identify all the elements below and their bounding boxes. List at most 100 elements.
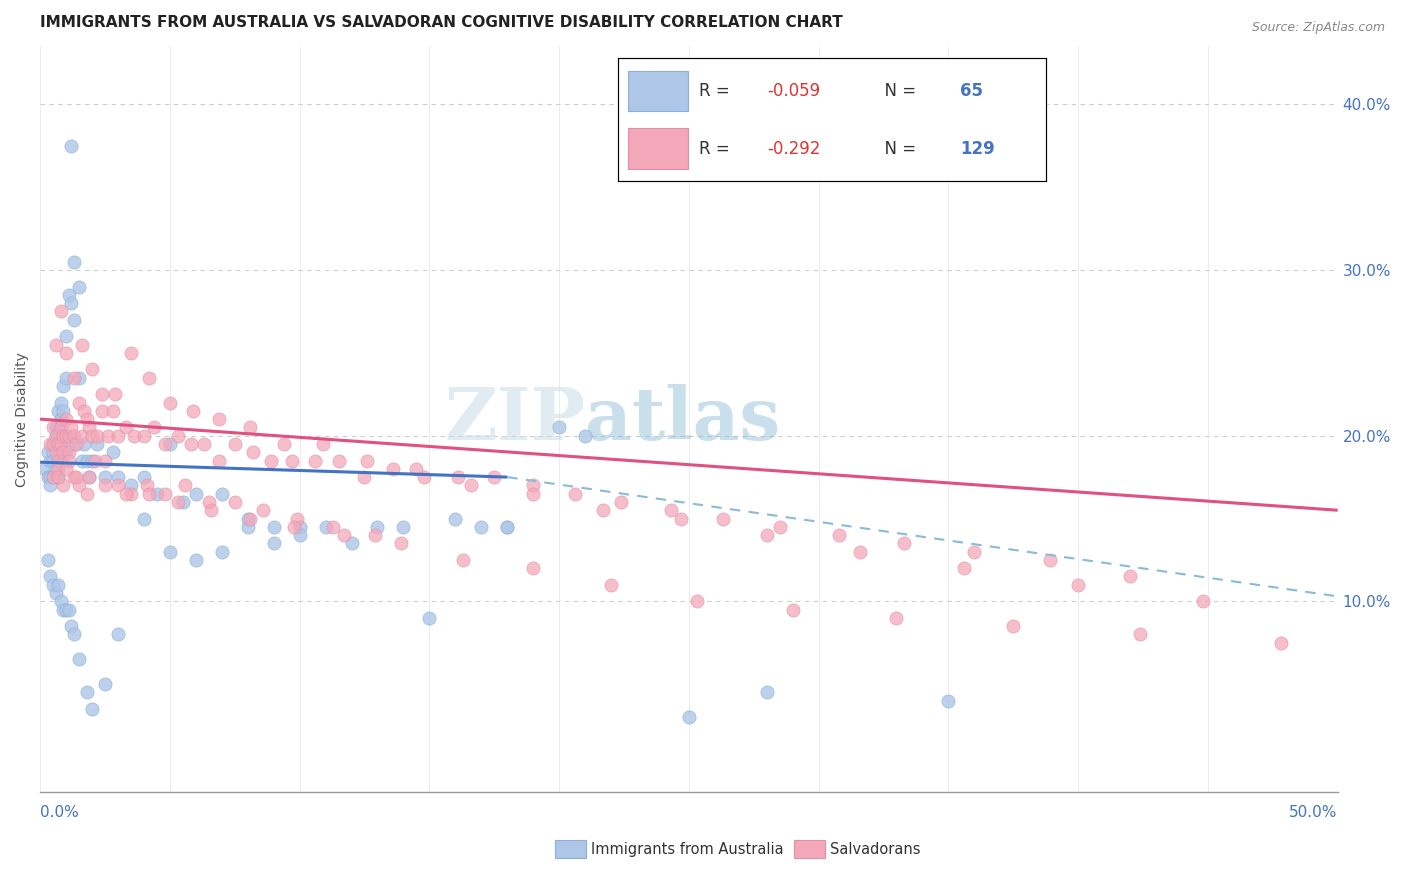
- Point: [42, 420, 65, 434]
- Point: [755, 528, 778, 542]
- Point: [45, 586, 67, 600]
- Point: [49, 420, 72, 434]
- Point: [828, 528, 851, 542]
- Point: [49, 594, 72, 608]
- Point: [159, 544, 181, 558]
- Point: [938, 694, 960, 708]
- Point: [34, 462, 56, 476]
- Point: [769, 520, 792, 534]
- Text: Salvadorans: Salvadorans: [830, 842, 920, 856]
- Point: [447, 470, 470, 484]
- Text: IMMIGRANTS FROM AUSTRALIA VS SALVADORAN COGNITIVE DISABILITY CORRELATION CHART: IMMIGRANTS FROM AUSTRALIA VS SALVADORAN …: [41, 15, 842, 30]
- Point: [67, 395, 90, 409]
- Point: [94, 453, 117, 467]
- Point: [97, 428, 120, 442]
- Point: [132, 511, 155, 525]
- Point: [132, 470, 155, 484]
- Point: [52, 404, 75, 418]
- Point: [49, 453, 72, 467]
- Point: [49, 304, 72, 318]
- Point: [263, 520, 285, 534]
- Point: [39, 478, 62, 492]
- Point: [181, 404, 204, 418]
- Point: [564, 486, 586, 500]
- Point: [242, 445, 264, 459]
- Point: [200, 503, 222, 517]
- Point: [58, 288, 80, 302]
- Point: [76, 486, 98, 500]
- Point: [138, 370, 160, 384]
- Point: [114, 420, 136, 434]
- Point: [67, 478, 90, 492]
- Point: [63, 312, 86, 326]
- Point: [63, 428, 86, 442]
- Point: [470, 520, 492, 534]
- Point: [52, 428, 75, 442]
- Point: [42, 437, 65, 451]
- Point: [42, 453, 65, 467]
- Point: [55, 445, 77, 459]
- Point: [184, 553, 207, 567]
- Point: [55, 370, 77, 384]
- Point: [46, 420, 69, 434]
- Point: [73, 404, 96, 418]
- Point: [963, 544, 986, 558]
- Point: [80, 453, 103, 467]
- Point: [52, 478, 75, 492]
- Point: [67, 370, 90, 384]
- Point: [180, 437, 202, 451]
- Point: [678, 710, 700, 724]
- Point: [60, 420, 83, 434]
- Point: [107, 428, 129, 442]
- Point: [120, 486, 142, 500]
- Point: [63, 470, 86, 484]
- Point: [58, 602, 80, 616]
- Point: [46, 437, 69, 451]
- Point: [37, 470, 59, 484]
- Point: [70, 337, 93, 351]
- Point: [755, 685, 778, 699]
- Point: [153, 437, 176, 451]
- Point: [849, 544, 872, 558]
- Point: [283, 520, 305, 534]
- Point: [135, 478, 157, 492]
- Point: [285, 511, 308, 525]
- Point: [76, 453, 98, 467]
- Point: [1067, 578, 1090, 592]
- Point: [58, 437, 80, 451]
- Point: [45, 420, 67, 434]
- Point: [60, 619, 83, 633]
- Point: [37, 445, 59, 459]
- Point: [522, 561, 544, 575]
- Point: [574, 428, 596, 442]
- Point: [315, 520, 337, 534]
- Point: [91, 404, 114, 418]
- Point: [143, 420, 166, 434]
- Point: [63, 254, 86, 268]
- Text: 50.0%: 50.0%: [1289, 805, 1337, 820]
- Point: [356, 453, 378, 467]
- Point: [1002, 619, 1025, 633]
- Point: [159, 437, 181, 451]
- Point: [94, 470, 117, 484]
- Point: [49, 395, 72, 409]
- Point: [107, 470, 129, 484]
- Point: [58, 445, 80, 459]
- Point: [37, 553, 59, 567]
- Point: [79, 420, 101, 434]
- Point: [252, 503, 274, 517]
- Point: [101, 445, 124, 459]
- Point: [174, 478, 197, 492]
- Point: [1191, 594, 1213, 608]
- Point: [67, 279, 90, 293]
- Point: [522, 478, 544, 492]
- Point: [58, 453, 80, 467]
- Point: [184, 486, 207, 500]
- Text: Source: ZipAtlas.com: Source: ZipAtlas.com: [1251, 21, 1385, 34]
- Point: [312, 437, 335, 451]
- Point: [669, 511, 692, 525]
- Point: [711, 511, 734, 525]
- Point: [120, 346, 142, 360]
- Text: atlas: atlas: [585, 384, 780, 455]
- Point: [42, 445, 65, 459]
